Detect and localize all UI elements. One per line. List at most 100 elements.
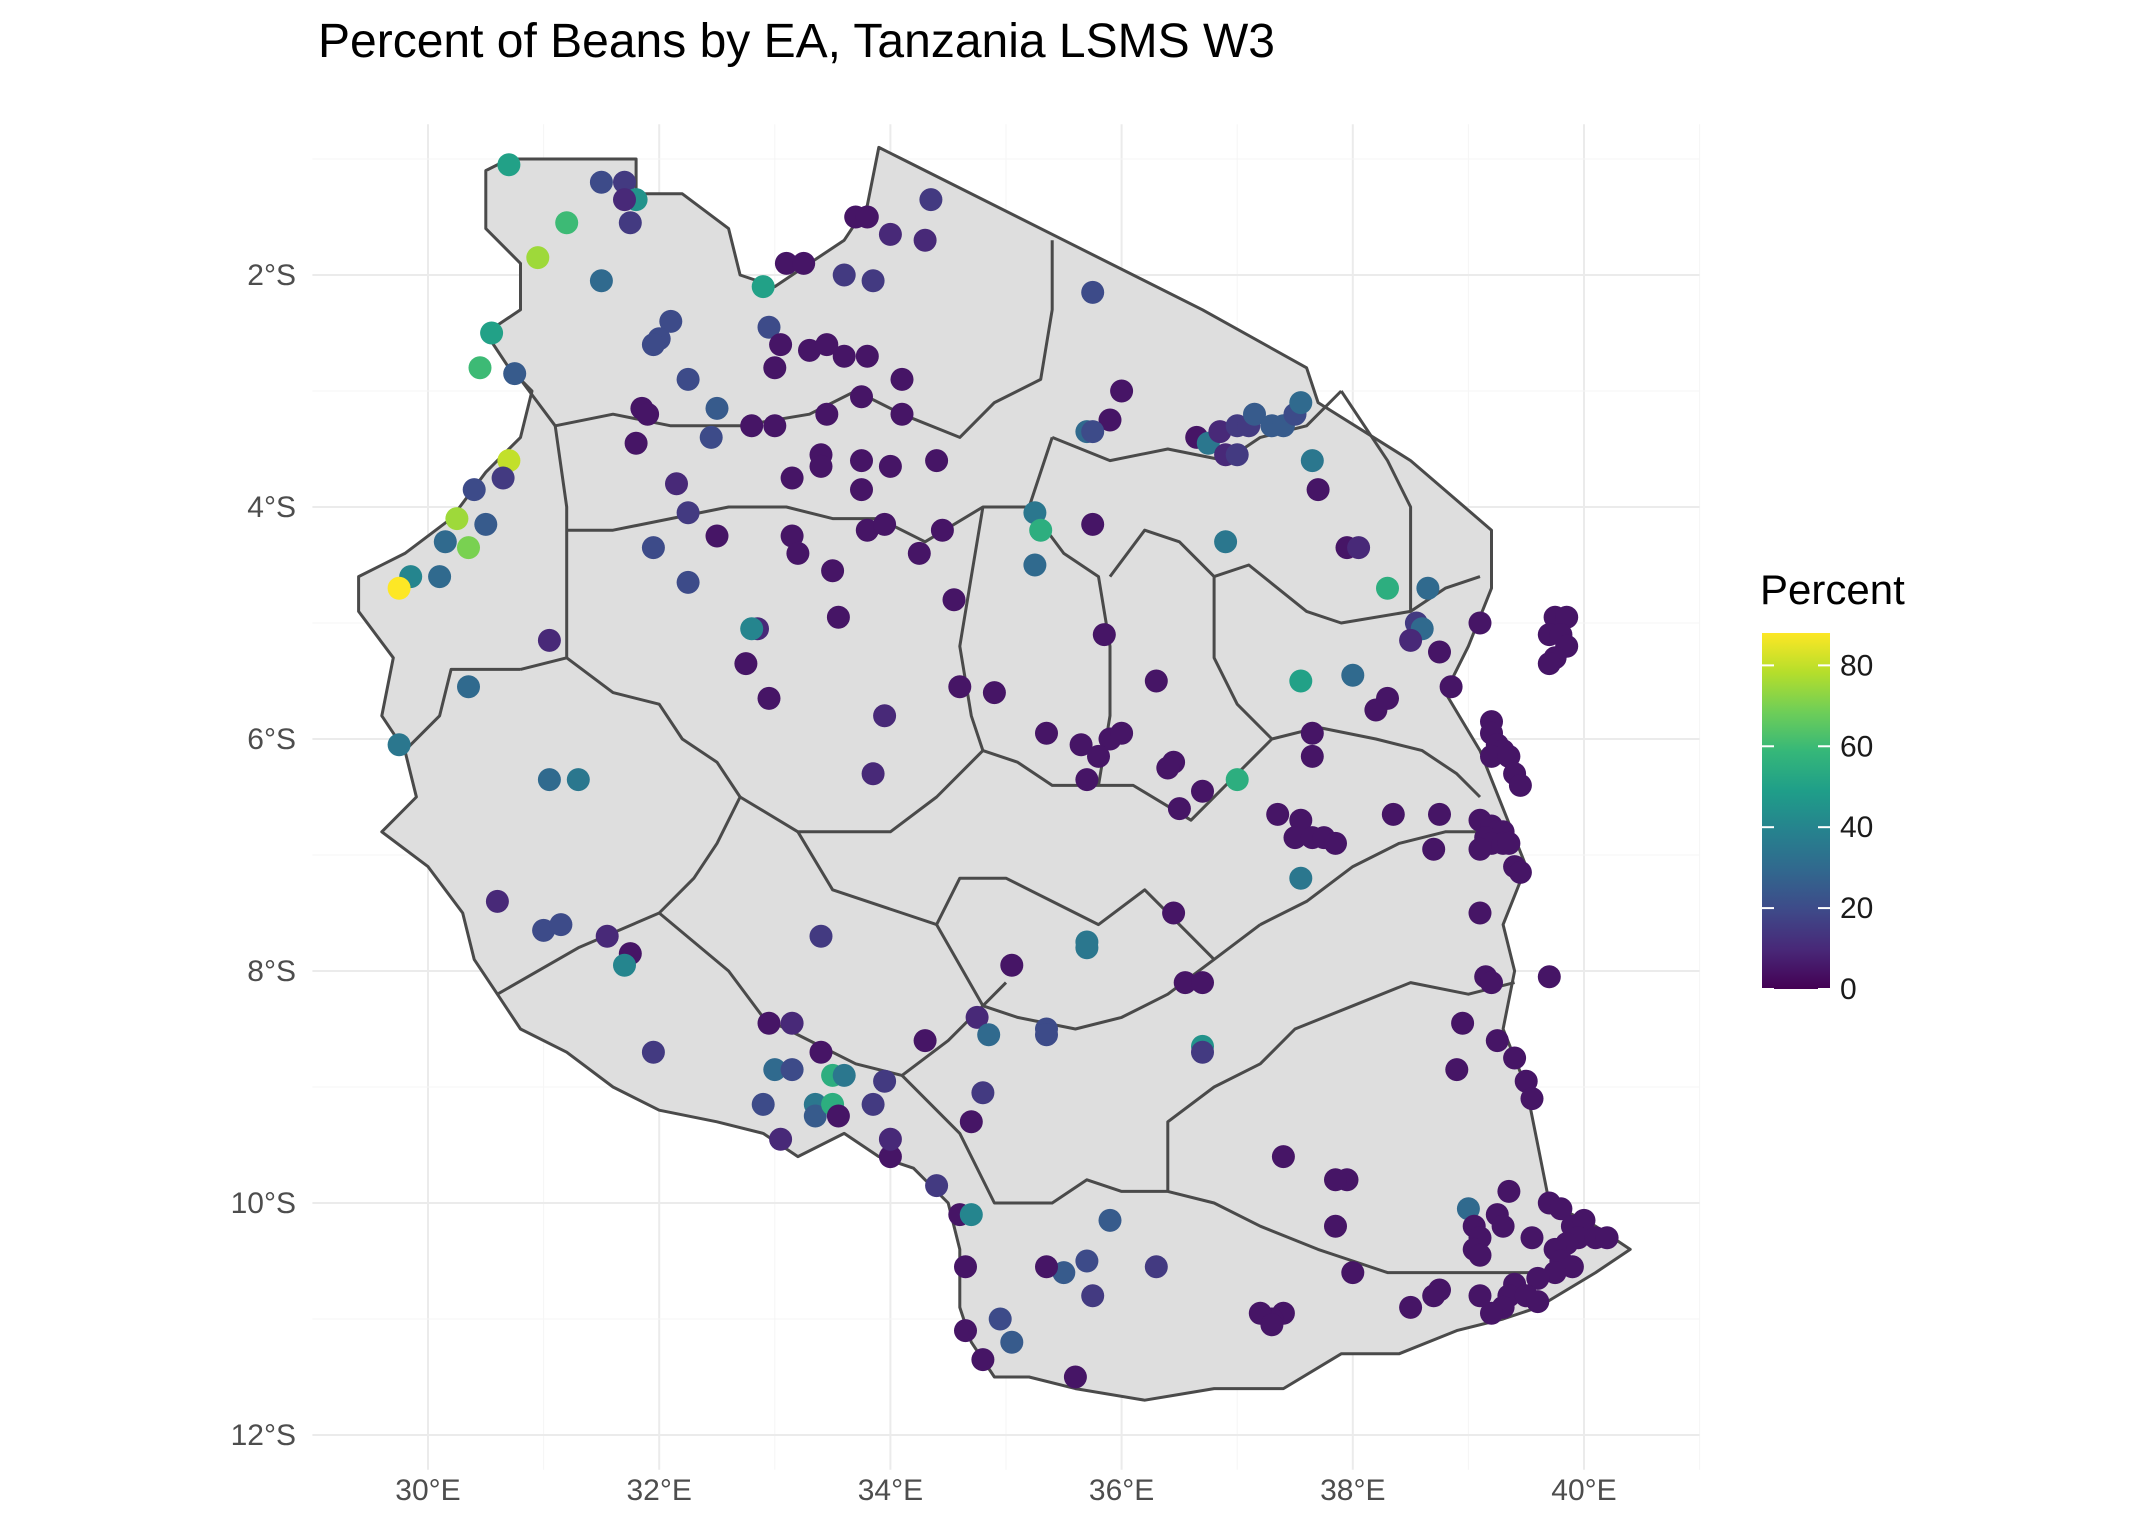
- ea-point: [1173, 971, 1197, 995]
- ea-point: [1214, 530, 1238, 554]
- ea-point: [878, 1127, 902, 1151]
- ea-point: [462, 478, 486, 502]
- ea-point: [763, 356, 787, 380]
- x-axis-ticks: 30°E 32°E 34°E 36°E 38°E 40°E: [395, 1474, 1616, 1507]
- legend-colorbar: [1762, 633, 1830, 989]
- ea-point: [491, 466, 515, 490]
- ea-point: [1000, 953, 1024, 977]
- ea-point: [1092, 623, 1116, 647]
- ea-point: [1110, 721, 1134, 745]
- region-border: [935, 923, 1262, 1031]
- ea-point: [1081, 512, 1105, 536]
- ea-point: [1000, 1330, 1024, 1354]
- ea-point: [1300, 449, 1324, 473]
- ea-point: [1456, 1197, 1480, 1221]
- ea-point: [1023, 501, 1047, 525]
- ea-point: [1537, 652, 1561, 676]
- ea-point: [659, 309, 683, 333]
- ea-point: [809, 454, 833, 478]
- ea-point: [1543, 1261, 1567, 1285]
- ea-point: [468, 356, 492, 380]
- ea-point: [878, 222, 902, 246]
- legend-label: 0: [1840, 973, 1857, 1006]
- y-tick-label: 8°S: [247, 955, 296, 988]
- ea-point: [861, 269, 885, 293]
- ea-point: [1537, 965, 1561, 989]
- ea-point: [1081, 280, 1105, 304]
- ea-point: [1052, 1261, 1076, 1285]
- ea-point: [855, 205, 879, 229]
- ea-point: [503, 362, 527, 386]
- ea-point: [1156, 756, 1180, 780]
- x-tick-label: 38°E: [1320, 1474, 1385, 1507]
- ea-point: [387, 733, 411, 757]
- ea-point: [1376, 576, 1399, 600]
- ea-point: [1144, 1255, 1168, 1279]
- ea-point: [959, 1203, 983, 1227]
- ea-point: [890, 367, 914, 391]
- ea-point: [636, 402, 660, 426]
- ea-point: [907, 541, 931, 565]
- legend-title: Percent: [1760, 566, 1905, 613]
- ea-point: [786, 541, 810, 565]
- x-tick-label: 30°E: [395, 1474, 460, 1507]
- ea-point: [1497, 744, 1521, 768]
- ea-point: [1191, 971, 1214, 995]
- ea-point: [919, 188, 943, 212]
- ea-point: [428, 565, 452, 589]
- ea-point: [954, 1255, 977, 1279]
- ea-point: [387, 576, 411, 600]
- ea-point: [826, 1104, 850, 1128]
- ea-point: [1225, 768, 1249, 792]
- ea-point: [873, 512, 897, 536]
- ea-point: [537, 768, 561, 792]
- ea-point: [792, 251, 816, 275]
- ea-point: [589, 170, 613, 194]
- ea-point: [1144, 669, 1168, 693]
- ea-point: [589, 269, 613, 293]
- ea-point: [1289, 808, 1313, 832]
- ea-point: [965, 1005, 989, 1029]
- color-legend: 0 20 40 60 80: [1762, 633, 1873, 1006]
- ea-point: [1451, 1011, 1475, 1035]
- ea-point: [751, 275, 775, 299]
- ea-point: [1260, 1313, 1284, 1337]
- ea-point: [1162, 901, 1186, 925]
- ea-point: [740, 617, 764, 641]
- legend-label: 40: [1840, 811, 1873, 844]
- ea-point: [1520, 1087, 1544, 1111]
- ea-point: [930, 518, 954, 542]
- ea-point: [1324, 831, 1347, 855]
- ea-point: [971, 1348, 995, 1372]
- ea-point: [1508, 773, 1532, 797]
- ea-point: [1595, 1226, 1619, 1250]
- ea-point: [485, 889, 509, 913]
- y-tick-label: 12°S: [231, 1419, 296, 1452]
- ea-point: [641, 536, 665, 560]
- ea-point: [497, 153, 521, 177]
- ea-point: [873, 704, 897, 728]
- ea-point: [780, 1011, 804, 1035]
- ea-point: [1341, 663, 1365, 687]
- ea-point: [1225, 443, 1249, 467]
- ea-point: [624, 431, 648, 455]
- ea-point: [769, 1127, 793, 1151]
- ea-point: [433, 530, 457, 554]
- ea-point: [1364, 698, 1388, 722]
- ea-point: [641, 1040, 665, 1064]
- ea-point: [497, 449, 521, 473]
- ea-point: [1023, 553, 1047, 577]
- ea-point: [1468, 611, 1492, 635]
- ea-point: [1416, 576, 1440, 600]
- ea-point: [676, 501, 700, 525]
- ea-point: [780, 524, 804, 548]
- ea-point: [925, 449, 949, 473]
- ea-point: [873, 1069, 897, 1093]
- ea-point: [878, 454, 902, 478]
- ea-point: [1468, 901, 1492, 925]
- ea-point: [826, 605, 850, 629]
- ea-point: [1324, 1214, 1347, 1238]
- region-border: [796, 831, 1216, 961]
- ea-point: [474, 512, 498, 536]
